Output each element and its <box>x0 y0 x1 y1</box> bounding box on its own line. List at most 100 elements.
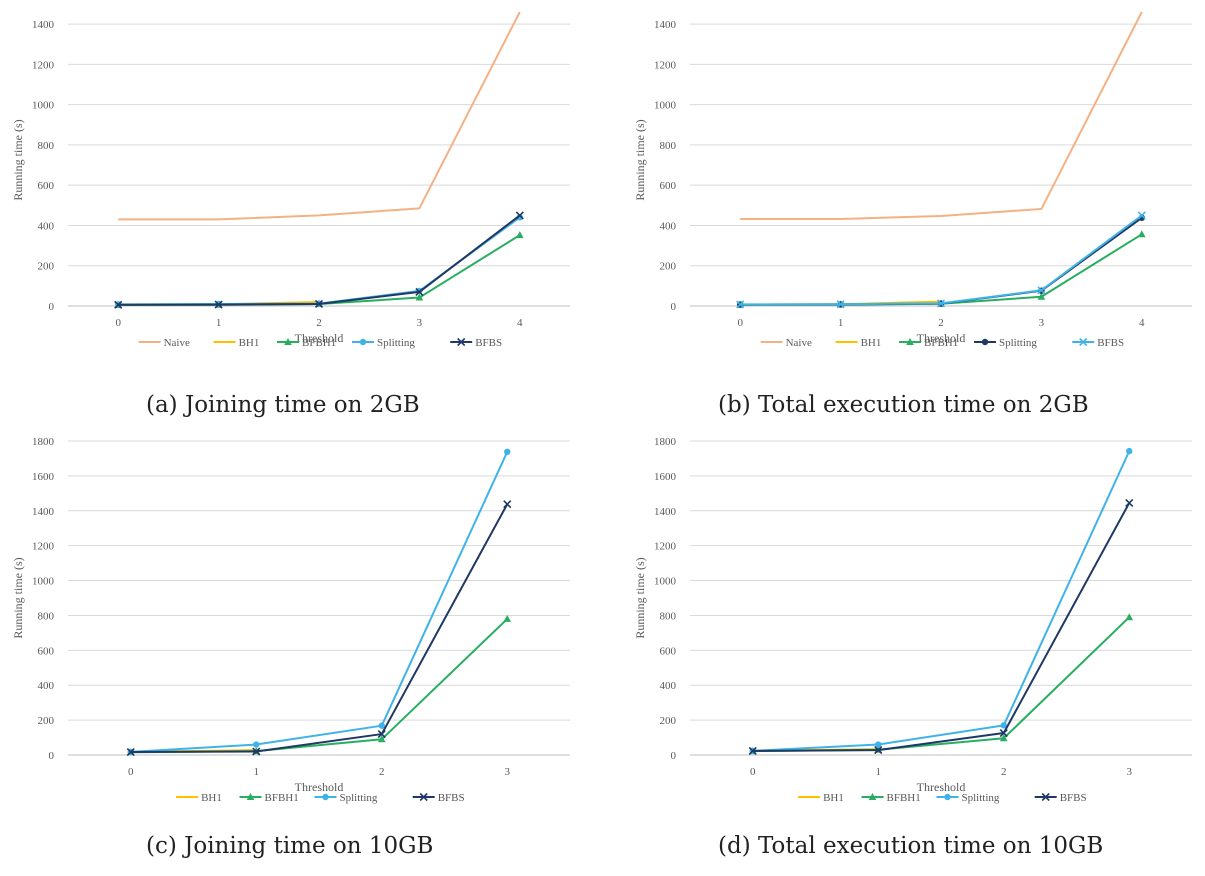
series-bfbs-point <box>874 746 883 755</box>
series-bfbh1-point <box>377 735 386 743</box>
series-bfbs <box>736 211 1146 309</box>
legend-marker <box>322 793 329 801</box>
y-tick-label: 0 <box>49 301 55 313</box>
legend-marker <box>1041 792 1050 802</box>
y-tick-label: 200 <box>660 715 677 727</box>
x-tick-label: 0 <box>750 766 756 778</box>
series-splitting-point <box>875 741 882 748</box>
legend-marker <box>1079 337 1088 347</box>
series-bfbs-point <box>515 211 524 220</box>
y-tick-label: 600 <box>38 645 55 657</box>
series-bfbs <box>114 211 524 309</box>
legend-label: BFBS <box>1097 337 1124 349</box>
series-bfbh1 <box>114 231 524 308</box>
legend-label: BH1 <box>239 337 260 349</box>
y-tick-label: 1200 <box>654 59 677 71</box>
series-bfbs-point <box>126 747 135 757</box>
y-tick-label: 800 <box>38 140 55 152</box>
series-bfbs-point <box>999 728 1008 738</box>
plot-area <box>736 11 1146 309</box>
series-bfbh1-point <box>1037 292 1046 300</box>
y-tick-label: 1600 <box>32 471 55 483</box>
legend-marker <box>457 337 466 347</box>
y-tick-label: 1000 <box>654 100 677 112</box>
legend-item-bfbh1: BFBH1 <box>277 337 336 349</box>
legend-item-naive: Naive <box>760 337 812 349</box>
y-axis-label: Running time (s) <box>633 119 647 200</box>
legend-marker <box>359 338 367 346</box>
legend-label: Naive <box>786 337 812 349</box>
legend: Naive BH1 BFBH1 Splitting BFBS <box>138 337 502 349</box>
x-tick-label: 0 <box>115 317 121 329</box>
y-tick-label: 1200 <box>32 541 55 553</box>
x-tick-label: 4 <box>1139 317 1145 329</box>
series-bfbs-point <box>314 299 324 309</box>
series-bfbh1-point <box>503 614 512 622</box>
x-tick-label: 3 <box>1039 317 1045 329</box>
legend-marker <box>868 793 877 800</box>
series-bfbs-line <box>740 214 1143 306</box>
y-tick-label: 200 <box>660 261 677 273</box>
legend-item-bfbs: BFBS <box>450 337 502 349</box>
y-tick-label: 1000 <box>32 576 55 588</box>
series-bfbs-point <box>1037 286 1046 295</box>
series-naive-line <box>118 11 521 221</box>
series-splitting-point <box>504 448 511 456</box>
legend-item-naive: Naive <box>138 337 190 349</box>
y-tick-label: 1400 <box>32 19 55 31</box>
chart-d: 0 200 400 600 800 1000 1200 1400 1600 1800 0 1 2 3 Thr… <box>633 436 1192 804</box>
legend-marker <box>906 338 914 345</box>
series-bfbs-line <box>752 502 1131 752</box>
series-bfbh1-line <box>752 616 1130 753</box>
legend-item-splitting: Splitting <box>314 792 378 804</box>
y-axis-label: Running time (s) <box>11 557 25 638</box>
plot-area <box>126 448 512 757</box>
series-bfbh1-point <box>999 734 1008 742</box>
x-tick-label: 1 <box>876 766 882 778</box>
x-axis-label: Threshold <box>917 780 966 794</box>
y-tick-label: 1200 <box>654 541 677 553</box>
legend-label: Splitting <box>962 792 1000 804</box>
legend-label: BFBS <box>438 792 465 804</box>
y-tick-label: 400 <box>38 680 55 692</box>
legend-label: BH1 <box>823 792 844 804</box>
x-tick-label: 3 <box>505 766 511 778</box>
chart-b: 0 200 400 600 800 1000 1200 1400 0 1 2 3 4 Threshold R… <box>633 11 1192 349</box>
series-splitting <box>737 214 1145 308</box>
series-splitting-point <box>253 741 260 748</box>
series-naive <box>740 11 1143 221</box>
x-tick-label: 1 <box>254 766 260 778</box>
caption-c: (c) Joining time on 10GB <box>146 833 434 859</box>
series-bfbs-point <box>214 300 223 309</box>
chart-a: 0 200 400 600 800 1000 1200 1400 0 1 2 3 4 Threshold R… <box>11 11 570 349</box>
series-bfbs <box>126 500 512 757</box>
series-bfbs-point <box>1137 211 1146 220</box>
series-bfbs-point <box>114 300 123 309</box>
legend-item-bh1: BH1 <box>213 337 260 349</box>
y-tick-label: 0 <box>671 301 677 313</box>
chart-panel-d: 0 200 400 600 800 1000 1200 1400 1600 1800 0 1 2 3 Thr… <box>622 435 1204 825</box>
y-tick-label: 400 <box>660 680 677 692</box>
caption-b: (b) Total execution time on 2GB <box>718 392 1089 418</box>
legend-label: BFBS <box>475 337 502 349</box>
caption-d: (d) Total execution time on 10GB <box>718 833 1104 859</box>
x-tick-label: 2 <box>379 766 385 778</box>
x-axis-label: Threshold <box>295 331 344 345</box>
y-tick-label: 600 <box>660 645 677 657</box>
x-tick-label: 1 <box>216 317 222 329</box>
y-tick-label: 800 <box>38 610 55 622</box>
legend: BH1 BFBH1 Splitting BFBS <box>798 792 1087 804</box>
series-naive <box>118 11 521 221</box>
legend-marker <box>246 793 255 800</box>
x-tick-label: 0 <box>128 766 134 778</box>
legend-label: BFBH1 <box>265 792 299 804</box>
gridlines <box>690 23 1192 267</box>
legend-label: BFBH1 <box>924 337 958 349</box>
series-bfbs-point <box>1125 498 1134 507</box>
legend-item-bh1: BH1 <box>835 337 881 349</box>
series-splitting-point <box>378 722 385 729</box>
y-tick-label: 1400 <box>654 19 677 31</box>
legend-item-bh1: BH1 <box>798 792 844 804</box>
series-naive-line <box>740 11 1143 221</box>
series-bfbs-point <box>748 746 757 756</box>
